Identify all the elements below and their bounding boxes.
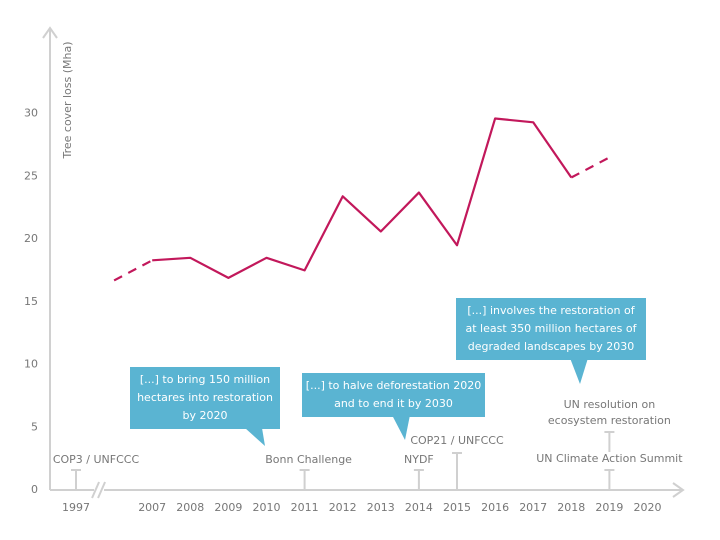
data-line <box>113 156 610 282</box>
x-tick-label: 2014 <box>405 501 433 514</box>
y-tick-label: 5 <box>31 420 38 433</box>
callout-box <box>302 373 485 417</box>
event-label: NYDF <box>404 453 434 466</box>
axes <box>42 26 685 498</box>
x-tick-label: 2007 <box>138 501 166 514</box>
callout-pointer <box>570 358 588 384</box>
callout-pointer <box>245 428 265 446</box>
callout-box <box>456 298 646 360</box>
y-axis-arrow <box>42 26 58 39</box>
callout-text: hectares into restoration <box>137 391 273 404</box>
y-tick-label: 20 <box>24 232 38 245</box>
event-label: UN Climate Action Summit <box>536 452 683 465</box>
event-label: ecosystem restoration <box>548 414 671 427</box>
callout-text: degraded landscapes by 2030 <box>468 340 634 353</box>
callout-text: [...] to halve deforestation 2020 <box>306 379 481 392</box>
y-tick-label: 15 <box>24 295 38 308</box>
x-tick-label: 2011 <box>291 501 319 514</box>
callout-box <box>130 367 280 429</box>
callout-text: [...] involves the restoration of <box>467 304 635 317</box>
callout-text: by 2020 <box>183 409 228 422</box>
x-axis-arrow <box>672 482 685 498</box>
y-tick-label: 30 <box>24 107 38 120</box>
x-tick-label: 2009 <box>214 501 242 514</box>
axis-break <box>97 481 106 499</box>
event-label: COP3 / UNFCCC <box>53 453 140 466</box>
event-label: COP21 / UNFCCC <box>410 434 504 447</box>
x-tick-label: 2010 <box>253 501 281 514</box>
x-tick-label: 2017 <box>519 501 547 514</box>
x-tick-label: 2012 <box>329 501 357 514</box>
x-tick-label: 2008 <box>176 501 204 514</box>
y-tick-label: 0 <box>31 483 38 496</box>
axis-break <box>91 481 100 499</box>
x-tick-label: 2016 <box>481 501 509 514</box>
event-label: Bonn Challenge <box>265 453 352 466</box>
x-tick-label: 2018 <box>557 501 585 514</box>
event-label: UN resolution on <box>564 398 656 411</box>
callout-text: [...] to bring 150 million <box>140 373 270 386</box>
data-line <box>152 117 573 280</box>
x-tick-label: 1997 <box>62 501 90 514</box>
callout-pointer <box>392 415 410 440</box>
y-tick-label: 25 <box>24 169 38 182</box>
y-tick-label: 10 <box>24 358 38 371</box>
x-tick-label: 2013 <box>367 501 395 514</box>
x-tick-label: 2020 <box>634 501 662 514</box>
x-tick-label: 2019 <box>595 501 623 514</box>
x-tick-label: 2015 <box>443 501 471 514</box>
callout-text: and to end it by 2030 <box>334 397 453 410</box>
y-axis-label: Tree cover loss (Mha) <box>61 41 74 159</box>
callout-text: at least 350 million hectares of <box>465 322 637 335</box>
axis-break-gap <box>94 484 105 496</box>
